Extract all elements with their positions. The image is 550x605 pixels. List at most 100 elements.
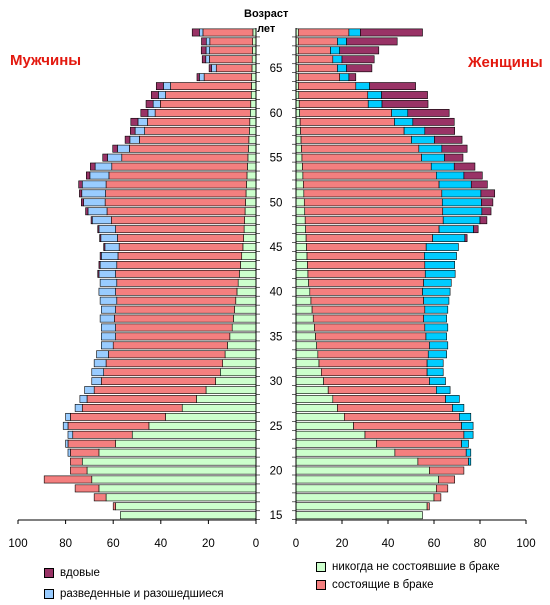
bar-male-married-56 (129, 144, 249, 153)
bar-male-married-26 (70, 412, 166, 421)
bar-female-married-66 (297, 55, 334, 64)
bar-male-widowed-65 (208, 64, 212, 73)
bar-female-married-31 (320, 368, 428, 377)
bar-male-married-37 (114, 314, 234, 323)
bar-male-never-married-45 (242, 243, 257, 251)
bar-male-widowed-46 (99, 234, 102, 242)
legend-never-married: никогда не состоявшие в браке (316, 561, 500, 573)
bar-female-married-46 (305, 234, 433, 242)
bar-male-married-16 (112, 502, 116, 511)
bar-female-married-25 (353, 421, 462, 430)
bar-male-widowed-52 (78, 180, 83, 189)
bar-male-divorced-54 (94, 162, 113, 171)
bar-male-never-married-21 (81, 457, 257, 466)
bar-male-married-25 (67, 421, 150, 430)
bar-female-divorced-59 (394, 117, 414, 126)
bar-female-married-20 (429, 466, 465, 475)
bar-male-married-27 (81, 404, 183, 412)
bar-male-divorced-68 (205, 37, 211, 46)
bar-female-married-34 (316, 341, 430, 350)
bar-male-widowed-53 (86, 171, 91, 180)
bar-male-never-married-30 (215, 377, 257, 386)
bar-female-never-married-15 (295, 511, 423, 520)
bar-male-never-married-19 (91, 475, 257, 484)
bar-female-divorced-21 (468, 457, 472, 466)
bar-male-divorced-55 (107, 153, 123, 162)
bar-female-never-married-42 (295, 269, 309, 278)
male-label: Мужчины (10, 52, 82, 69)
bar-male-married-33 (108, 350, 226, 359)
bar-female-married-67 (297, 46, 331, 55)
bar-female-divorced-48 (442, 216, 481, 225)
bar-male-divorced-56 (117, 144, 130, 153)
bar-male-divorced-34 (101, 341, 114, 350)
bar-male-never-married-15 (120, 511, 257, 520)
bar-male-divorced-51 (81, 189, 106, 198)
bar-male-never-married-65 (251, 64, 257, 73)
bar-female-married-29 (327, 386, 437, 394)
bar-male-married-48 (111, 216, 245, 225)
bar-female-divorced-28 (445, 395, 460, 403)
bar-male-married-41 (116, 278, 239, 287)
bar-male-divorced-67 (205, 46, 210, 55)
bar-female-divorced-65 (337, 64, 347, 73)
bar-female-never-married-41 (295, 278, 309, 287)
bar-male-divorced-59 (137, 117, 148, 126)
bar-male-divorced-23 (65, 439, 69, 448)
bar-female-divorced-47 (438, 225, 474, 234)
bar-male-never-married-38 (234, 305, 257, 314)
bar-male-married-42 (115, 269, 240, 278)
bar-female-widowed-51 (480, 189, 496, 198)
bar-female-married-26 (343, 412, 460, 421)
bar-female-never-married-29 (295, 386, 329, 394)
bar-male-widowed-48 (90, 216, 93, 225)
bar-female-never-married-59 (295, 117, 301, 126)
bar-female-never-married-56 (295, 144, 302, 153)
bar-male-married-62 (165, 91, 252, 99)
bar-female-married-53 (302, 171, 437, 180)
bar-female-married-61 (298, 100, 369, 108)
bar-female-never-married-53 (295, 171, 304, 180)
bar-male-never-married-64 (251, 73, 257, 82)
bar-female-never-married-40 (295, 287, 311, 296)
bar-female-widowed-57 (434, 135, 463, 144)
bar-male-never-married-22 (98, 448, 257, 457)
bar-female-divorced-37 (423, 314, 447, 323)
bar-female-married-23 (376, 439, 462, 448)
bar-male-widowed-64 (196, 73, 200, 82)
bar-female-divorced-34 (429, 341, 449, 350)
bar-female-divorced-30 (429, 377, 446, 386)
bar-male-never-married-48 (244, 216, 257, 225)
bar-female-married-45 (306, 243, 427, 251)
bar-male-divorced-65 (211, 64, 217, 73)
bar-female-widowed-63 (369, 82, 416, 91)
bar-male-married-24 (72, 430, 133, 439)
bar-male-married-44 (117, 252, 243, 260)
bar-male-widowed-56 (112, 144, 118, 153)
bar-male-widowed-60 (140, 109, 149, 117)
bar-female-married-47 (305, 225, 440, 234)
bar-male-never-married-50 (245, 198, 257, 207)
bar-male-never-married-47 (243, 225, 257, 234)
bar-male-widowed-49 (85, 207, 89, 216)
bar-male-never-married-37 (233, 314, 257, 323)
bar-female-married-59 (299, 117, 395, 126)
bar-female-married-41 (308, 278, 424, 287)
bar-male-married-54 (111, 162, 248, 171)
bar-male-married-63 (170, 82, 252, 91)
bar-female-divorced-32 (426, 359, 444, 368)
bar-male-widowed-58 (130, 126, 136, 135)
bar-female-never-married-20 (295, 466, 430, 475)
bar-male-never-married-17 (105, 493, 257, 502)
legend-never-married-swatch (316, 562, 326, 572)
bar-female-divorced-57 (411, 135, 435, 144)
bar-female-divorced-22 (465, 448, 472, 457)
bar-male-married-23 (67, 439, 116, 448)
bar-female-widowed-66 (341, 55, 375, 64)
age-axis-title: Возраст лет (244, 7, 288, 37)
bar-male-never-married-49 (244, 207, 257, 216)
bar-female-divorced-35 (425, 332, 447, 341)
bar-female-never-married-31 (295, 368, 322, 377)
bar-female-divorced-45 (425, 243, 459, 251)
age-tick-label-15: 15 (270, 510, 283, 522)
